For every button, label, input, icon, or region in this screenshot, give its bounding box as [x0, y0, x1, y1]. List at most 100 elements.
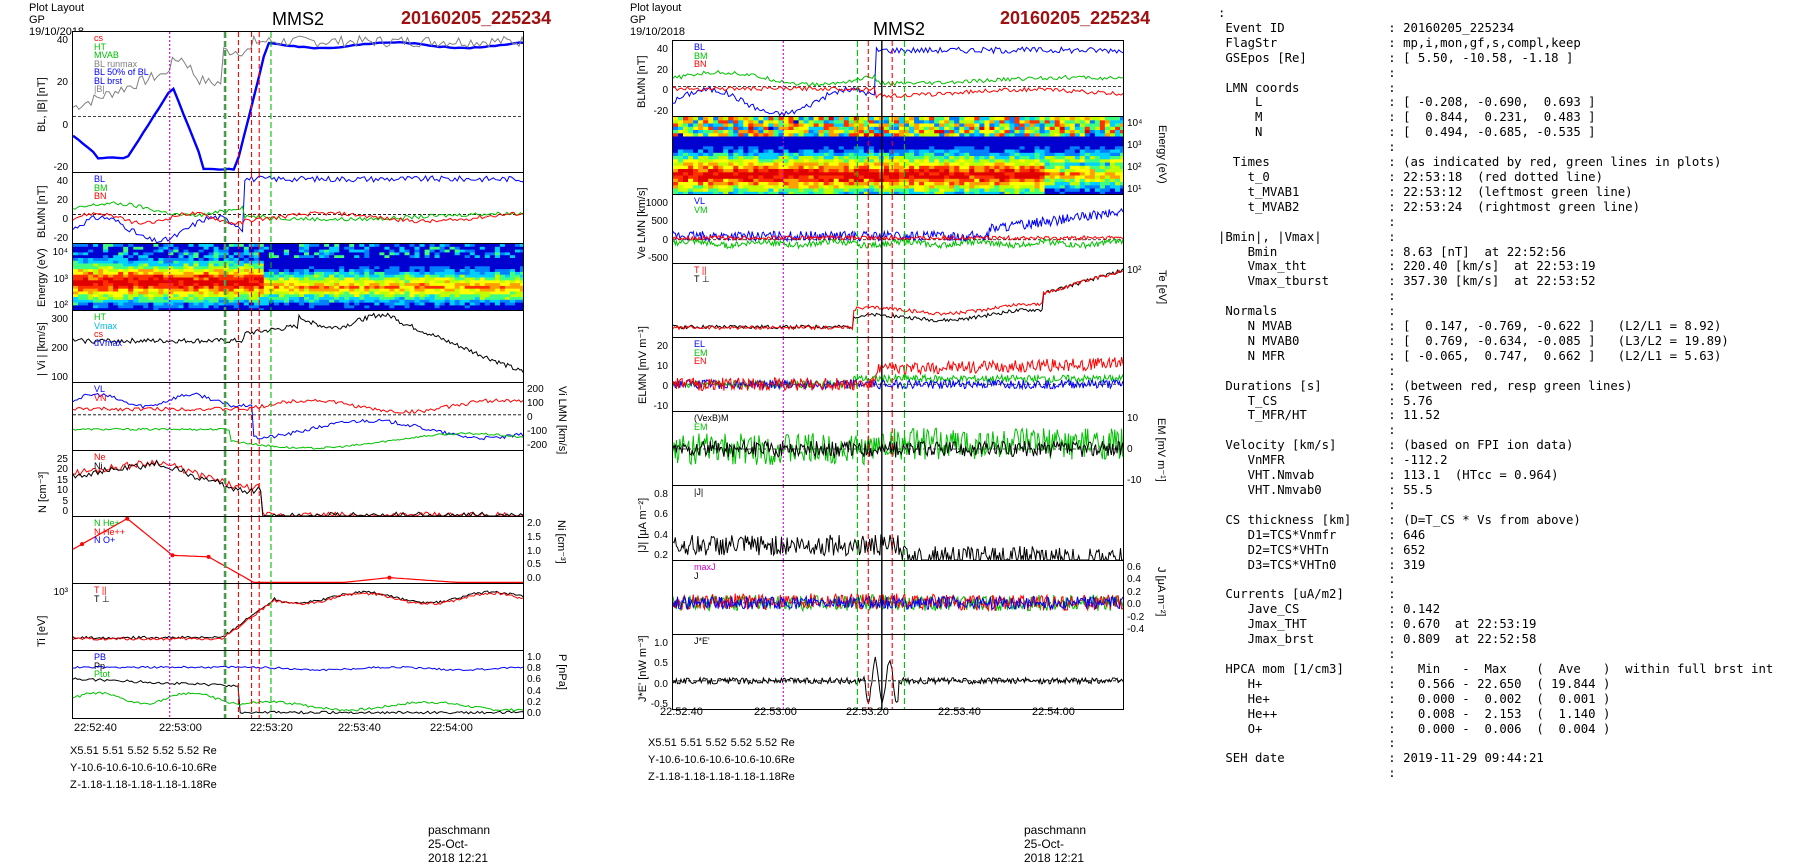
- spectrogram-cell: [238, 274, 245, 279]
- spectrogram-cell: [294, 280, 300, 284]
- spectrogram-cell: [743, 126, 749, 131]
- spectrogram-cell: [98, 283, 104, 287]
- spectrogram-cell: [459, 277, 466, 281]
- spectrogram-cell: [123, 283, 129, 287]
- spectrogram-cell: [1099, 139, 1106, 144]
- spectrogram-cell: [713, 152, 719, 157]
- spectrogram-cell: [268, 277, 275, 281]
- spectrogram-cell: [128, 269, 134, 273]
- spectrogram-cell: [138, 285, 144, 290]
- spectrogram-cell: [673, 178, 679, 183]
- spectrogram-cell: [163, 271, 169, 276]
- spectrogram-cell: [213, 271, 220, 276]
- spectrogram-cell: [964, 146, 970, 151]
- spectrogram-cell: [1034, 178, 1041, 183]
- spectrogram-cell: [409, 269, 416, 273]
- spectrogram-cell: [1014, 178, 1021, 183]
- spectrogram-cell: [743, 149, 749, 154]
- spectrogram-cell: [464, 274, 471, 279]
- spectrogram-cell: [243, 297, 250, 301]
- spectrogram-cell: [499, 255, 506, 259]
- spectrogram-cell: [723, 123, 729, 128]
- spectrogram-cell: [73, 266, 79, 270]
- spectrogram-cell: [698, 149, 704, 154]
- spectrogram-cell: [828, 182, 835, 186]
- spectrogram-cell: [268, 246, 275, 251]
- spectrogram-cell: [1019, 146, 1026, 151]
- spectrogram-cell: [803, 130, 810, 134]
- spectrogram-cell: [168, 274, 174, 279]
- spectrogram-cell: [1089, 133, 1096, 138]
- spectrogram-cell: [243, 266, 250, 270]
- spectrogram-cell: [929, 175, 935, 180]
- spectrogram-cell: [929, 178, 935, 183]
- series-blue: [73, 392, 523, 441]
- spectrogram-cell: [83, 260, 89, 265]
- spectrogram-cell: [1009, 117, 1016, 121]
- spectrogram-cell: [738, 182, 744, 186]
- spectrogram-cell: [984, 175, 990, 180]
- y-tick-label: -20: [653, 106, 668, 117]
- spectrogram-cell: [1115, 159, 1121, 164]
- spectrogram-cell: [148, 291, 154, 295]
- spectrogram-cell: [934, 169, 940, 173]
- spectrogram-cell: [1094, 139, 1101, 144]
- spectrogram-cell: [959, 165, 965, 170]
- spectrogram-cell: [768, 185, 774, 190]
- spectrogram-cell: [243, 299, 250, 304]
- spectrogram-cell: [449, 291, 456, 295]
- spectrogram-cell: [449, 246, 456, 251]
- spectrogram-cell: [273, 271, 280, 276]
- spectrogram-cell: [384, 266, 390, 270]
- spectrogram-cell: [1034, 159, 1041, 164]
- spectrogram-cell: [509, 258, 516, 262]
- spectrogram-cell: [843, 162, 850, 167]
- spectrogram-cell: [808, 143, 815, 147]
- info-line: VHT.Nmvab : 113.1 (HTcc = 0.964): [1218, 468, 1559, 483]
- spectrogram-cell: [138, 305, 144, 309]
- spectrogram-cell: [334, 291, 340, 295]
- spectrogram-cell: [289, 269, 295, 273]
- spectrogram-cell: [454, 274, 461, 279]
- spectrogram-cell: [733, 156, 739, 160]
- spectrogram-cell: [233, 297, 240, 301]
- spectrogram-cell: [449, 308, 456, 310]
- spectrogram-cell: [1039, 136, 1046, 141]
- info-line: :: [1218, 736, 1396, 751]
- spectrogram-cell: [334, 274, 340, 279]
- y-tick-label-right: 0.6: [527, 674, 541, 686]
- spectrogram-cell: [883, 120, 890, 125]
- spectrogram-cell: [148, 297, 154, 301]
- spectrogram-cell: [133, 294, 139, 298]
- spectrogram-cell: [798, 130, 805, 134]
- spectrogram-cell: [424, 280, 431, 284]
- spectrogram-cell: [319, 249, 325, 253]
- spectrogram-cell: [268, 297, 275, 301]
- spectrogram-cell: [688, 136, 694, 141]
- y-tick-label-right: -10: [1127, 475, 1142, 486]
- spectrogram-cell: [713, 143, 719, 147]
- spectrogram-cell: [773, 130, 779, 134]
- spectrogram-cell: [494, 252, 501, 256]
- y-tick-label-right: 0.0: [1127, 599, 1141, 611]
- spectrogram-cell: [974, 162, 980, 167]
- spectrogram-cell: [823, 130, 830, 134]
- legend-entry: |J|: [694, 487, 704, 497]
- spectrogram-cell: [73, 308, 79, 310]
- spectrogram-cell: [374, 263, 380, 267]
- spectrogram-cell: [78, 291, 84, 295]
- spectrogram-cell: [783, 133, 790, 138]
- spectrogram-cell: [838, 162, 845, 167]
- spectrogram-cell: [113, 249, 119, 253]
- spectrogram-cell: [1039, 152, 1046, 157]
- spectrogram-cell: [424, 271, 431, 276]
- spectrogram-cell: [1084, 123, 1091, 128]
- spectrogram-cell: [439, 297, 446, 301]
- spectrogram-cell: [1094, 169, 1101, 173]
- spectrogram-cell: [718, 149, 724, 154]
- spectrogram-cell: [484, 252, 491, 256]
- spectrogram-cell: [238, 266, 245, 270]
- spectrogram-cell: [1009, 136, 1016, 141]
- spectrogram-cell: [929, 185, 935, 190]
- spectrogram-cell: [515, 255, 521, 259]
